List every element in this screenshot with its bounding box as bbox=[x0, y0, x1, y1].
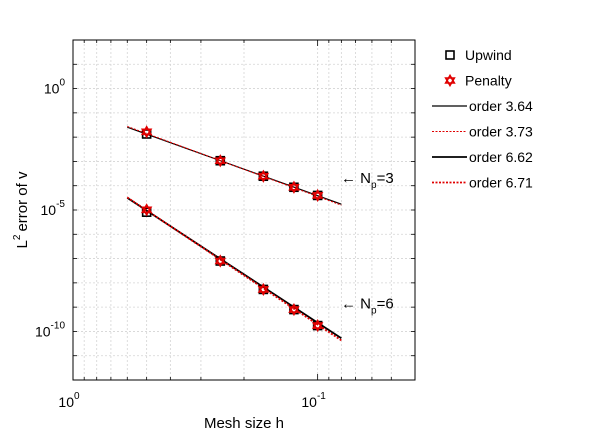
hexagram-marker-a bbox=[444, 73, 456, 84]
fit-line bbox=[127, 125, 342, 206]
hexagram-marker-b bbox=[214, 257, 227, 268]
hexagram-marker-a bbox=[214, 254, 227, 265]
hexagram-marker-b bbox=[288, 183, 300, 194]
np-annotation: ← Np=3 bbox=[341, 170, 394, 191]
hexagram-marker-b bbox=[311, 192, 324, 203]
legend-item: order 3.64 bbox=[432, 98, 533, 114]
hexagram-marker-a bbox=[257, 169, 270, 180]
data-point bbox=[257, 169, 270, 183]
data-point bbox=[214, 254, 227, 268]
data-point bbox=[140, 203, 153, 217]
legend-label: order 6.71 bbox=[469, 175, 533, 191]
data-point bbox=[214, 154, 227, 168]
data-point bbox=[288, 180, 300, 194]
x-tick-label: 10-1 bbox=[301, 391, 326, 410]
tick-labels: 100 10-1 100 10-5 10-10 bbox=[35, 78, 326, 410]
x-axis-label: Mesh size h bbox=[204, 415, 284, 432]
hexagram-marker-a bbox=[140, 203, 153, 214]
hexagram-marker-b bbox=[257, 286, 270, 297]
hexagram-marker-b bbox=[140, 206, 153, 217]
hexagram-marker-b bbox=[444, 77, 456, 88]
data-point bbox=[311, 188, 324, 203]
series-order-3-73-line bbox=[127, 125, 342, 206]
fit-line bbox=[126, 196, 342, 342]
hexagram-marker-b bbox=[288, 306, 300, 317]
np-annotation: ← Np=6 bbox=[341, 295, 394, 316]
hexagram-marker-a bbox=[288, 302, 300, 313]
legend-label: Penalty bbox=[465, 73, 512, 89]
y-tick-label: 100 bbox=[44, 78, 66, 97]
series-order-6-71-line bbox=[126, 196, 342, 342]
hexagram-marker-a bbox=[214, 154, 227, 165]
square-marker bbox=[445, 50, 455, 60]
data-point bbox=[288, 302, 300, 317]
annotations: ← Np=3 ← Np=6 bbox=[341, 170, 394, 316]
hexagram-marker-b bbox=[214, 157, 227, 168]
legend-item: Upwind bbox=[445, 47, 512, 63]
series-penalty-markers bbox=[140, 125, 324, 203]
y-tick-label: 10-5 bbox=[41, 199, 66, 218]
hexagram-marker-a bbox=[140, 125, 153, 136]
x-tick-label: 100 bbox=[58, 391, 80, 410]
hexagram-marker-a bbox=[257, 282, 270, 293]
data-point bbox=[311, 318, 324, 333]
hexagram-marker-b bbox=[311, 322, 324, 333]
y-axis-label-prefix: L bbox=[14, 240, 31, 248]
legend-label: order 6.62 bbox=[469, 149, 533, 165]
hexagram-marker-b bbox=[140, 128, 153, 139]
grid bbox=[72, 39, 416, 381]
legend-item: order 6.71 bbox=[432, 175, 533, 191]
y-axis-label: L2 error of v bbox=[12, 171, 31, 248]
y-axis-label-sup: 2 bbox=[12, 234, 23, 240]
legend-item: Penalty bbox=[444, 73, 512, 89]
series-penalty-markers bbox=[140, 203, 324, 333]
hexagram-marker-a bbox=[311, 318, 324, 329]
legend-label: order 3.64 bbox=[469, 98, 533, 114]
hexagram-marker-a bbox=[311, 188, 324, 199]
series-layer bbox=[126, 125, 342, 342]
hexagram-marker-a bbox=[288, 180, 300, 191]
y-tick-label: 10-10 bbox=[35, 320, 65, 339]
data-point bbox=[140, 125, 153, 139]
hexagram-marker-b bbox=[257, 172, 270, 183]
legend: Upwind Penalty order 3.64 order 3.73 order 6… bbox=[432, 47, 533, 191]
y-axis-label-text: error of v bbox=[14, 171, 31, 232]
legend-label: order 3.73 bbox=[469, 124, 533, 140]
axis-ticks bbox=[72, 39, 416, 381]
data-point bbox=[257, 282, 270, 297]
svg-text:L2error of v: L2 error of v bbox=[12, 171, 31, 248]
legend-label: Upwind bbox=[465, 47, 512, 63]
legend-item: order 6.62 bbox=[432, 149, 533, 165]
legend-item: order 3.73 bbox=[432, 124, 533, 140]
